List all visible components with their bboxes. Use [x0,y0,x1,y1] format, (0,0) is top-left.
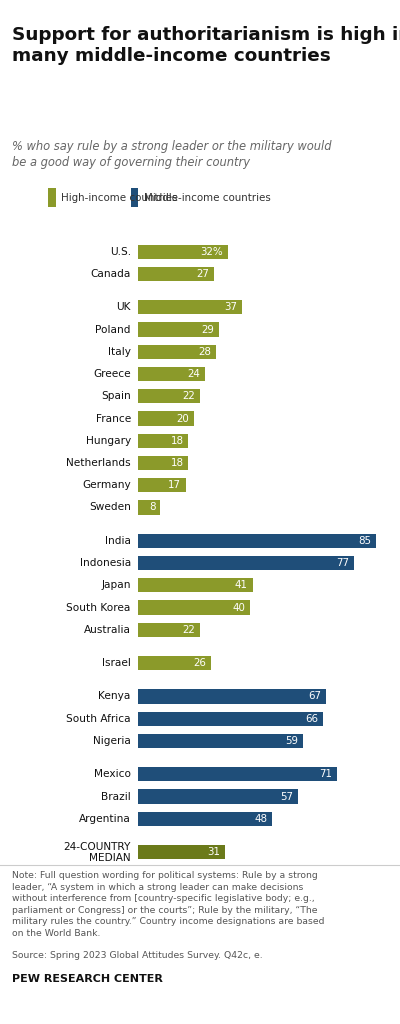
Text: High-income countries: High-income countries [61,193,177,203]
Text: UK: UK [116,302,131,312]
Text: France: France [96,414,131,424]
FancyBboxPatch shape [138,556,354,570]
Text: Mexico: Mexico [94,769,131,779]
Text: Argentina: Argentina [79,814,131,823]
Text: 59: 59 [285,736,298,745]
FancyBboxPatch shape [138,845,225,859]
Text: Netherlands: Netherlands [66,458,131,468]
Text: 26: 26 [193,658,206,668]
FancyBboxPatch shape [138,345,216,359]
FancyBboxPatch shape [138,323,219,337]
Text: 67: 67 [308,691,321,701]
FancyBboxPatch shape [138,656,211,671]
FancyBboxPatch shape [138,812,272,826]
Text: Note: Full question wording for political systems: Rule by a strong
leader, “A s: Note: Full question wording for politica… [12,871,324,938]
Text: 29: 29 [202,325,214,335]
Text: Kenya: Kenya [98,691,131,701]
Text: Greece: Greece [93,369,131,379]
FancyBboxPatch shape [138,300,242,314]
Text: 71: 71 [319,769,332,779]
FancyBboxPatch shape [138,712,323,726]
Text: 22: 22 [182,391,195,401]
FancyBboxPatch shape [48,188,56,207]
Text: Germany: Germany [82,480,131,490]
Text: 22: 22 [182,625,195,635]
Text: India: India [105,536,131,546]
Text: Middle-income countries: Middle-income countries [144,193,270,203]
Text: 40: 40 [232,602,245,612]
Text: Source: Spring 2023 Global Attitudes Survey. Q42c, e.: Source: Spring 2023 Global Attitudes Sur… [12,951,263,961]
Text: 28: 28 [199,347,212,356]
FancyBboxPatch shape [138,501,160,515]
Text: 31: 31 [207,847,220,857]
Text: Sweden: Sweden [89,503,131,512]
Text: 48: 48 [255,814,268,823]
Text: 24: 24 [188,369,200,379]
Text: Indonesia: Indonesia [80,558,131,568]
Text: 8: 8 [149,503,156,512]
Text: South Africa: South Africa [66,714,131,724]
Text: Nigeria: Nigeria [93,736,131,745]
FancyBboxPatch shape [138,600,250,614]
Text: PEW RESEARCH CENTER: PEW RESEARCH CENTER [12,974,163,984]
Text: 66: 66 [305,714,318,724]
Text: 18: 18 [170,458,184,468]
FancyBboxPatch shape [138,623,200,637]
FancyBboxPatch shape [131,188,138,207]
Text: 27: 27 [196,269,209,279]
FancyBboxPatch shape [138,267,214,282]
Text: 20: 20 [176,414,189,424]
Text: Italy: Italy [108,347,131,356]
Text: U.S.: U.S. [110,247,131,257]
Text: Australia: Australia [84,625,131,635]
Text: 37: 37 [224,302,237,312]
Text: 41: 41 [235,581,248,590]
Text: Israel: Israel [102,658,131,668]
Text: Japan: Japan [101,581,131,590]
Text: 24-COUNTRY
MEDIAN: 24-COUNTRY MEDIAN [64,842,131,862]
Text: 85: 85 [358,536,371,546]
Text: South Korea: South Korea [66,602,131,612]
FancyBboxPatch shape [138,456,188,470]
Text: Spain: Spain [101,391,131,401]
FancyBboxPatch shape [138,389,200,403]
Text: 32%: 32% [200,247,223,257]
Text: 17: 17 [168,480,181,490]
Text: Brazil: Brazil [101,792,131,802]
FancyBboxPatch shape [138,734,303,749]
Text: % who say rule by a strong leader or the military would
be a good way of governi: % who say rule by a strong leader or the… [12,140,332,169]
FancyBboxPatch shape [138,367,205,381]
Text: Canada: Canada [90,269,131,279]
Text: Poland: Poland [95,325,131,335]
FancyBboxPatch shape [138,689,326,703]
FancyBboxPatch shape [138,433,188,447]
FancyBboxPatch shape [138,478,186,493]
Text: 57: 57 [280,792,293,802]
FancyBboxPatch shape [138,245,228,259]
FancyBboxPatch shape [138,579,253,593]
FancyBboxPatch shape [138,534,376,548]
Text: 77: 77 [336,558,349,568]
Text: Hungary: Hungary [86,436,131,445]
FancyBboxPatch shape [138,790,298,804]
FancyBboxPatch shape [138,767,337,781]
FancyBboxPatch shape [138,412,194,426]
Text: 18: 18 [170,436,184,445]
Text: Support for authoritarianism is high in
many middle-income countries: Support for authoritarianism is high in … [12,26,400,66]
